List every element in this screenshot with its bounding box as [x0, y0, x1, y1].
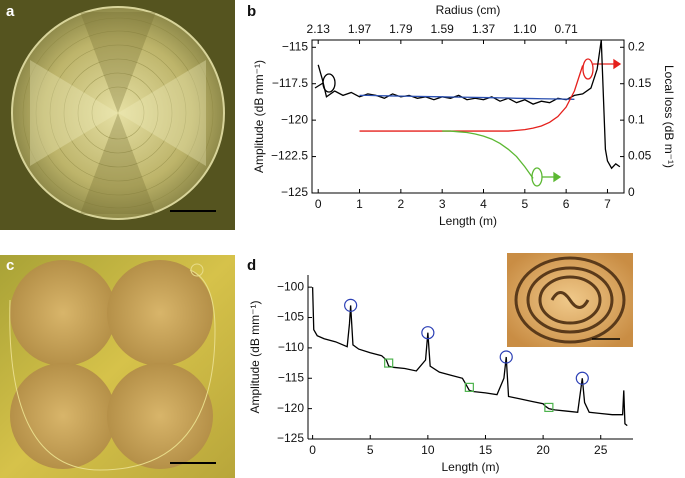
- x2-tick-label: 1.59: [430, 22, 454, 36]
- annotations: [314, 58, 622, 187]
- y2-tick-label: 0.15: [628, 76, 652, 90]
- x-tick-label: 5: [367, 443, 374, 457]
- y2-tick-label: 0.05: [628, 149, 652, 163]
- y-tick-label: −115: [278, 370, 304, 384]
- y2-tick-label: 0.2: [628, 39, 645, 53]
- x-tick-label: 6: [563, 197, 570, 211]
- x-tick-label: 7: [604, 197, 611, 211]
- y2-axis-label: Local loss (dB m⁻¹): [662, 65, 676, 168]
- chart: 0 5 10 15 20 25 −100 −105 −110 −115 −120 −125 Length…: [248, 275, 633, 474]
- plot-frame: [311, 39, 625, 194]
- x2-tick-label: 1.97: [348, 22, 372, 36]
- y-axis-label: Amplitude (dB mm⁻¹): [248, 300, 262, 413]
- y-tick-label: −120: [281, 112, 308, 126]
- peak-marker: [499, 350, 513, 364]
- y-tick-label: −125: [281, 185, 308, 199]
- x-tick-label: 10: [421, 443, 435, 457]
- inset-photo: [507, 253, 633, 347]
- step-marker: [544, 402, 554, 413]
- y-tick-label: −125: [277, 431, 304, 445]
- y-tick-label: −115: [282, 39, 308, 53]
- y-tick-label: −117.5: [272, 76, 308, 90]
- x-axis-label: Length (m): [441, 460, 499, 474]
- peak-marker: [575, 371, 589, 385]
- x-tick-label: 0: [315, 197, 322, 211]
- y-tick-label: −120: [277, 401, 304, 415]
- y-tick-label: −110: [278, 340, 304, 354]
- photo-a: [0, 0, 235, 230]
- data-line: [442, 130, 534, 179]
- x-tick-label: 4: [480, 197, 487, 211]
- peak-marker: [344, 298, 358, 312]
- x-tick-label: 2: [398, 197, 405, 211]
- panel-label: d: [247, 257, 256, 274]
- y-tick-label: −100: [277, 279, 304, 293]
- step-marker: [384, 358, 394, 368]
- step-marker: [464, 382, 474, 392]
- data-line: [359, 65, 584, 132]
- panel-label: a: [6, 3, 15, 20]
- x-tick-label: 25: [594, 443, 608, 457]
- y2-tick-label: 0: [628, 185, 635, 199]
- chart: 0 1 2 3 4 5 6 7 2.13 1.97 1.79 1.59 1.37 1.10 0.71 −115…: [252, 3, 676, 228]
- x-tick-label: 3: [439, 197, 446, 211]
- data-line: [359, 94, 575, 100]
- x2-tick-label: 1.37: [472, 22, 496, 36]
- x-tick-label: 20: [536, 443, 550, 457]
- x-axis-label: Length (m): [439, 214, 497, 228]
- data-line: [317, 39, 621, 170]
- x-tick-label: 1: [356, 197, 363, 211]
- x-tick-label: 0: [309, 443, 316, 457]
- x2-tick-label: 1.10: [513, 22, 537, 36]
- x2-tick-label: 0.71: [554, 22, 578, 36]
- x2-tick-label: 2.13: [307, 22, 331, 36]
- panel-label: c: [6, 257, 14, 274]
- panel-label: b: [247, 3, 256, 20]
- x-tick-label: 15: [479, 443, 493, 457]
- x2-axis-label: Radius (cm): [436, 3, 501, 17]
- data-line: [311, 287, 628, 427]
- photo-c: [0, 255, 235, 478]
- x2-tick-label: 1.79: [389, 22, 413, 36]
- x-tick-label: 5: [521, 197, 528, 211]
- y-axis-label: Amplitude (dB mm⁻¹): [252, 60, 266, 173]
- peak-marker: [421, 326, 435, 340]
- y-tick-label: −105: [277, 310, 304, 324]
- y2-tick-label: 0.1: [628, 112, 645, 126]
- y-tick-label: −122.5: [271, 149, 308, 163]
